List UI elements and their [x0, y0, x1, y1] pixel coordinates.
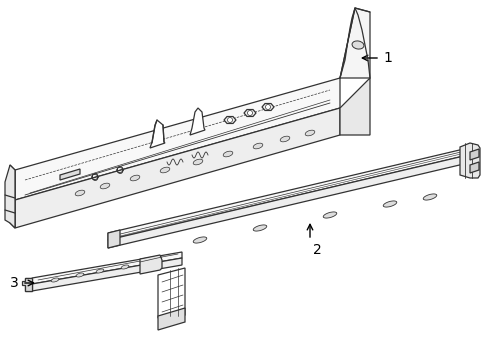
Text: 1: 1	[383, 51, 392, 65]
Ellipse shape	[121, 265, 129, 269]
Ellipse shape	[253, 143, 263, 149]
Polygon shape	[470, 162, 479, 173]
Ellipse shape	[280, 136, 290, 142]
Text: 3: 3	[10, 276, 19, 290]
Ellipse shape	[130, 175, 140, 181]
Polygon shape	[224, 117, 236, 123]
Polygon shape	[32, 258, 182, 291]
Ellipse shape	[305, 130, 315, 136]
Ellipse shape	[383, 201, 397, 207]
Polygon shape	[108, 148, 468, 240]
Ellipse shape	[96, 269, 104, 273]
Polygon shape	[60, 169, 80, 180]
Polygon shape	[108, 155, 468, 248]
Circle shape	[247, 111, 252, 116]
Ellipse shape	[423, 194, 437, 200]
Ellipse shape	[100, 183, 110, 189]
Ellipse shape	[76, 273, 84, 277]
Ellipse shape	[223, 151, 233, 157]
Polygon shape	[32, 252, 182, 284]
Ellipse shape	[193, 237, 207, 243]
Ellipse shape	[193, 159, 203, 165]
Polygon shape	[244, 109, 256, 117]
Polygon shape	[340, 78, 370, 135]
Text: 2: 2	[313, 243, 322, 257]
Polygon shape	[10, 165, 15, 228]
Polygon shape	[22, 278, 32, 291]
Ellipse shape	[323, 212, 337, 218]
Ellipse shape	[75, 190, 85, 196]
Polygon shape	[15, 108, 340, 228]
Polygon shape	[262, 104, 274, 111]
Polygon shape	[108, 230, 120, 248]
Ellipse shape	[253, 225, 267, 231]
Polygon shape	[158, 308, 185, 330]
Polygon shape	[158, 268, 185, 318]
Polygon shape	[140, 255, 162, 274]
Polygon shape	[460, 143, 480, 178]
Polygon shape	[150, 120, 165, 148]
Circle shape	[266, 104, 270, 109]
Polygon shape	[190, 108, 205, 135]
Ellipse shape	[160, 167, 170, 173]
Ellipse shape	[51, 278, 59, 282]
Polygon shape	[340, 8, 370, 78]
Polygon shape	[15, 78, 340, 200]
Ellipse shape	[352, 41, 364, 49]
Circle shape	[227, 117, 232, 122]
Polygon shape	[25, 278, 32, 291]
Polygon shape	[5, 165, 15, 228]
Polygon shape	[470, 149, 479, 160]
